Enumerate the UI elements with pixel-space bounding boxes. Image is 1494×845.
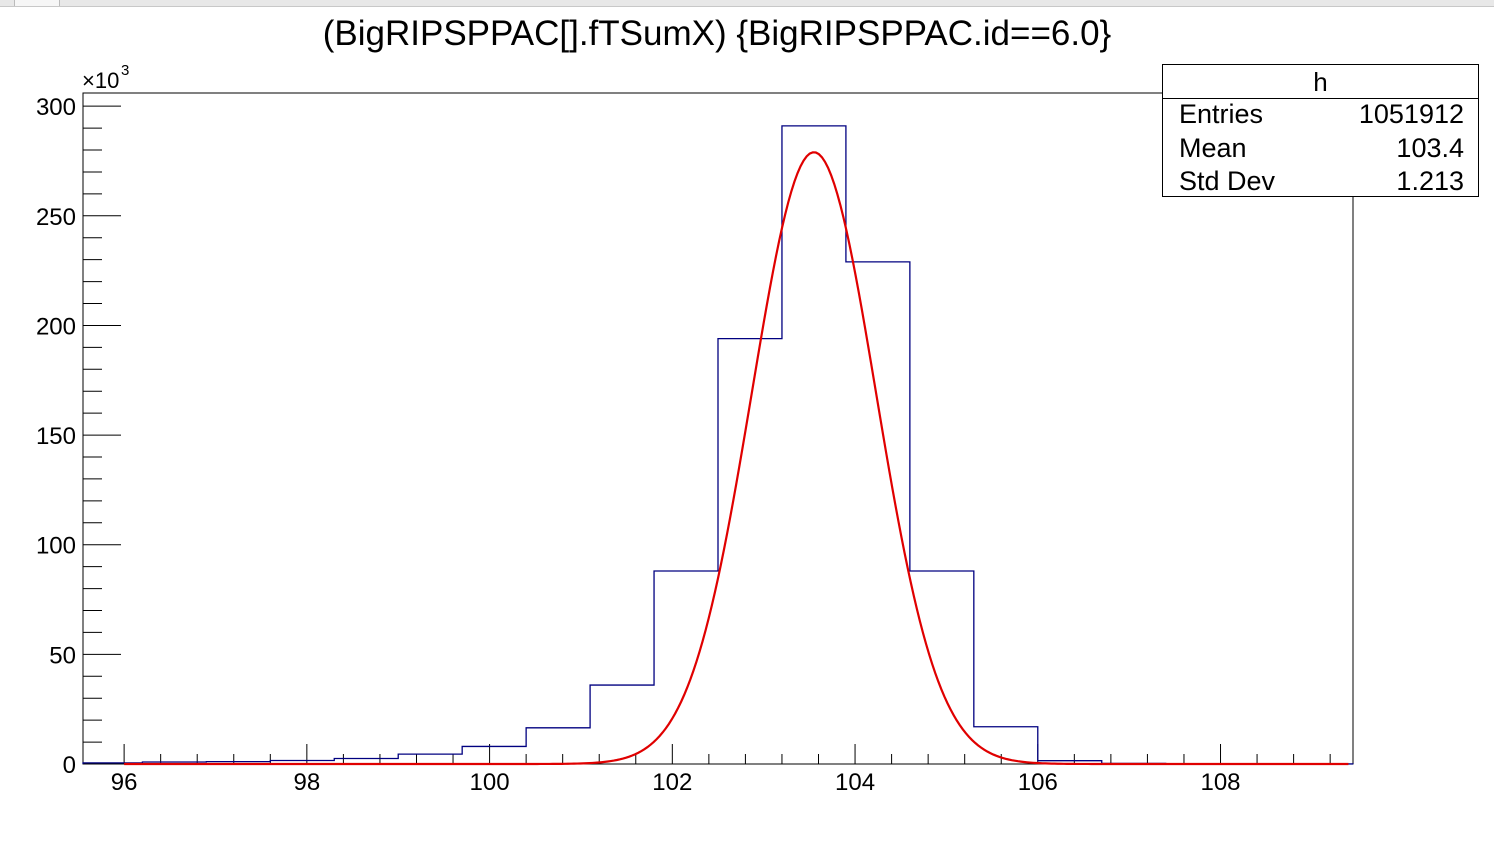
x-tick-label: 96 [111, 769, 138, 796]
stats-value: 1.213 [1396, 166, 1464, 196]
histogram-outline [82, 125, 1354, 765]
window-top-bar [0, 0, 1494, 7]
histogram-title: (BigRIPSPPAC[].fTSumX) {BigRIPSPPAC.id==… [322, 14, 1112, 53]
x-tick-label: 108 [1200, 769, 1240, 796]
y-tick-label: 250 [36, 204, 76, 231]
y-tick-label: 200 [36, 313, 76, 340]
gaussian-fit-curve [124, 151, 1349, 766]
canvas-tab[interactable] [14, 0, 60, 6]
y-tick-label: 100 [36, 533, 76, 560]
fit-curve-group [124, 151, 1349, 766]
y-tick-label: 0 [63, 752, 76, 779]
x-tick-label: 106 [1018, 769, 1058, 796]
x-tick-label: 102 [652, 769, 692, 796]
stats-row-entries: Entries 1051912 [1179, 99, 1464, 132]
y-tick-label: 50 [49, 642, 76, 669]
stats-label: Std Dev [1179, 166, 1276, 196]
stats-row-mean: Mean 103.4 [1179, 133, 1464, 166]
stats-box-name: h [1313, 67, 1328, 97]
plot-frame [82, 92, 1354, 765]
stats-value: 1051912 [1358, 99, 1464, 129]
x-tick-label: 104 [835, 769, 875, 796]
x-tick-label: 100 [470, 769, 510, 796]
stats-label: Mean [1179, 133, 1247, 163]
histogram-bars [82, 125, 1354, 765]
tick-labels: 96 98 100 102 104 106 108 0 50 100 150 200 250 300×10… [36, 62, 1241, 796]
stats-row-std-dev: Std Dev 1.213 [1179, 166, 1464, 199]
y-multiplier-exponent: 3 [121, 62, 129, 79]
y-tick-label: 150 [36, 423, 76, 450]
stats-label: Entries [1179, 99, 1264, 129]
x-tick-label: 98 [293, 769, 320, 796]
y-tick-label: 300 [36, 94, 76, 121]
stats-value: 103.4 [1396, 133, 1464, 163]
stats-box[interactable]: h Entries 1051912 Mean 103.4 Std Dev 1.2… [1162, 64, 1479, 197]
y-multiplier-label: ×10 [82, 68, 119, 93]
stats-divider [1163, 98, 1478, 99]
